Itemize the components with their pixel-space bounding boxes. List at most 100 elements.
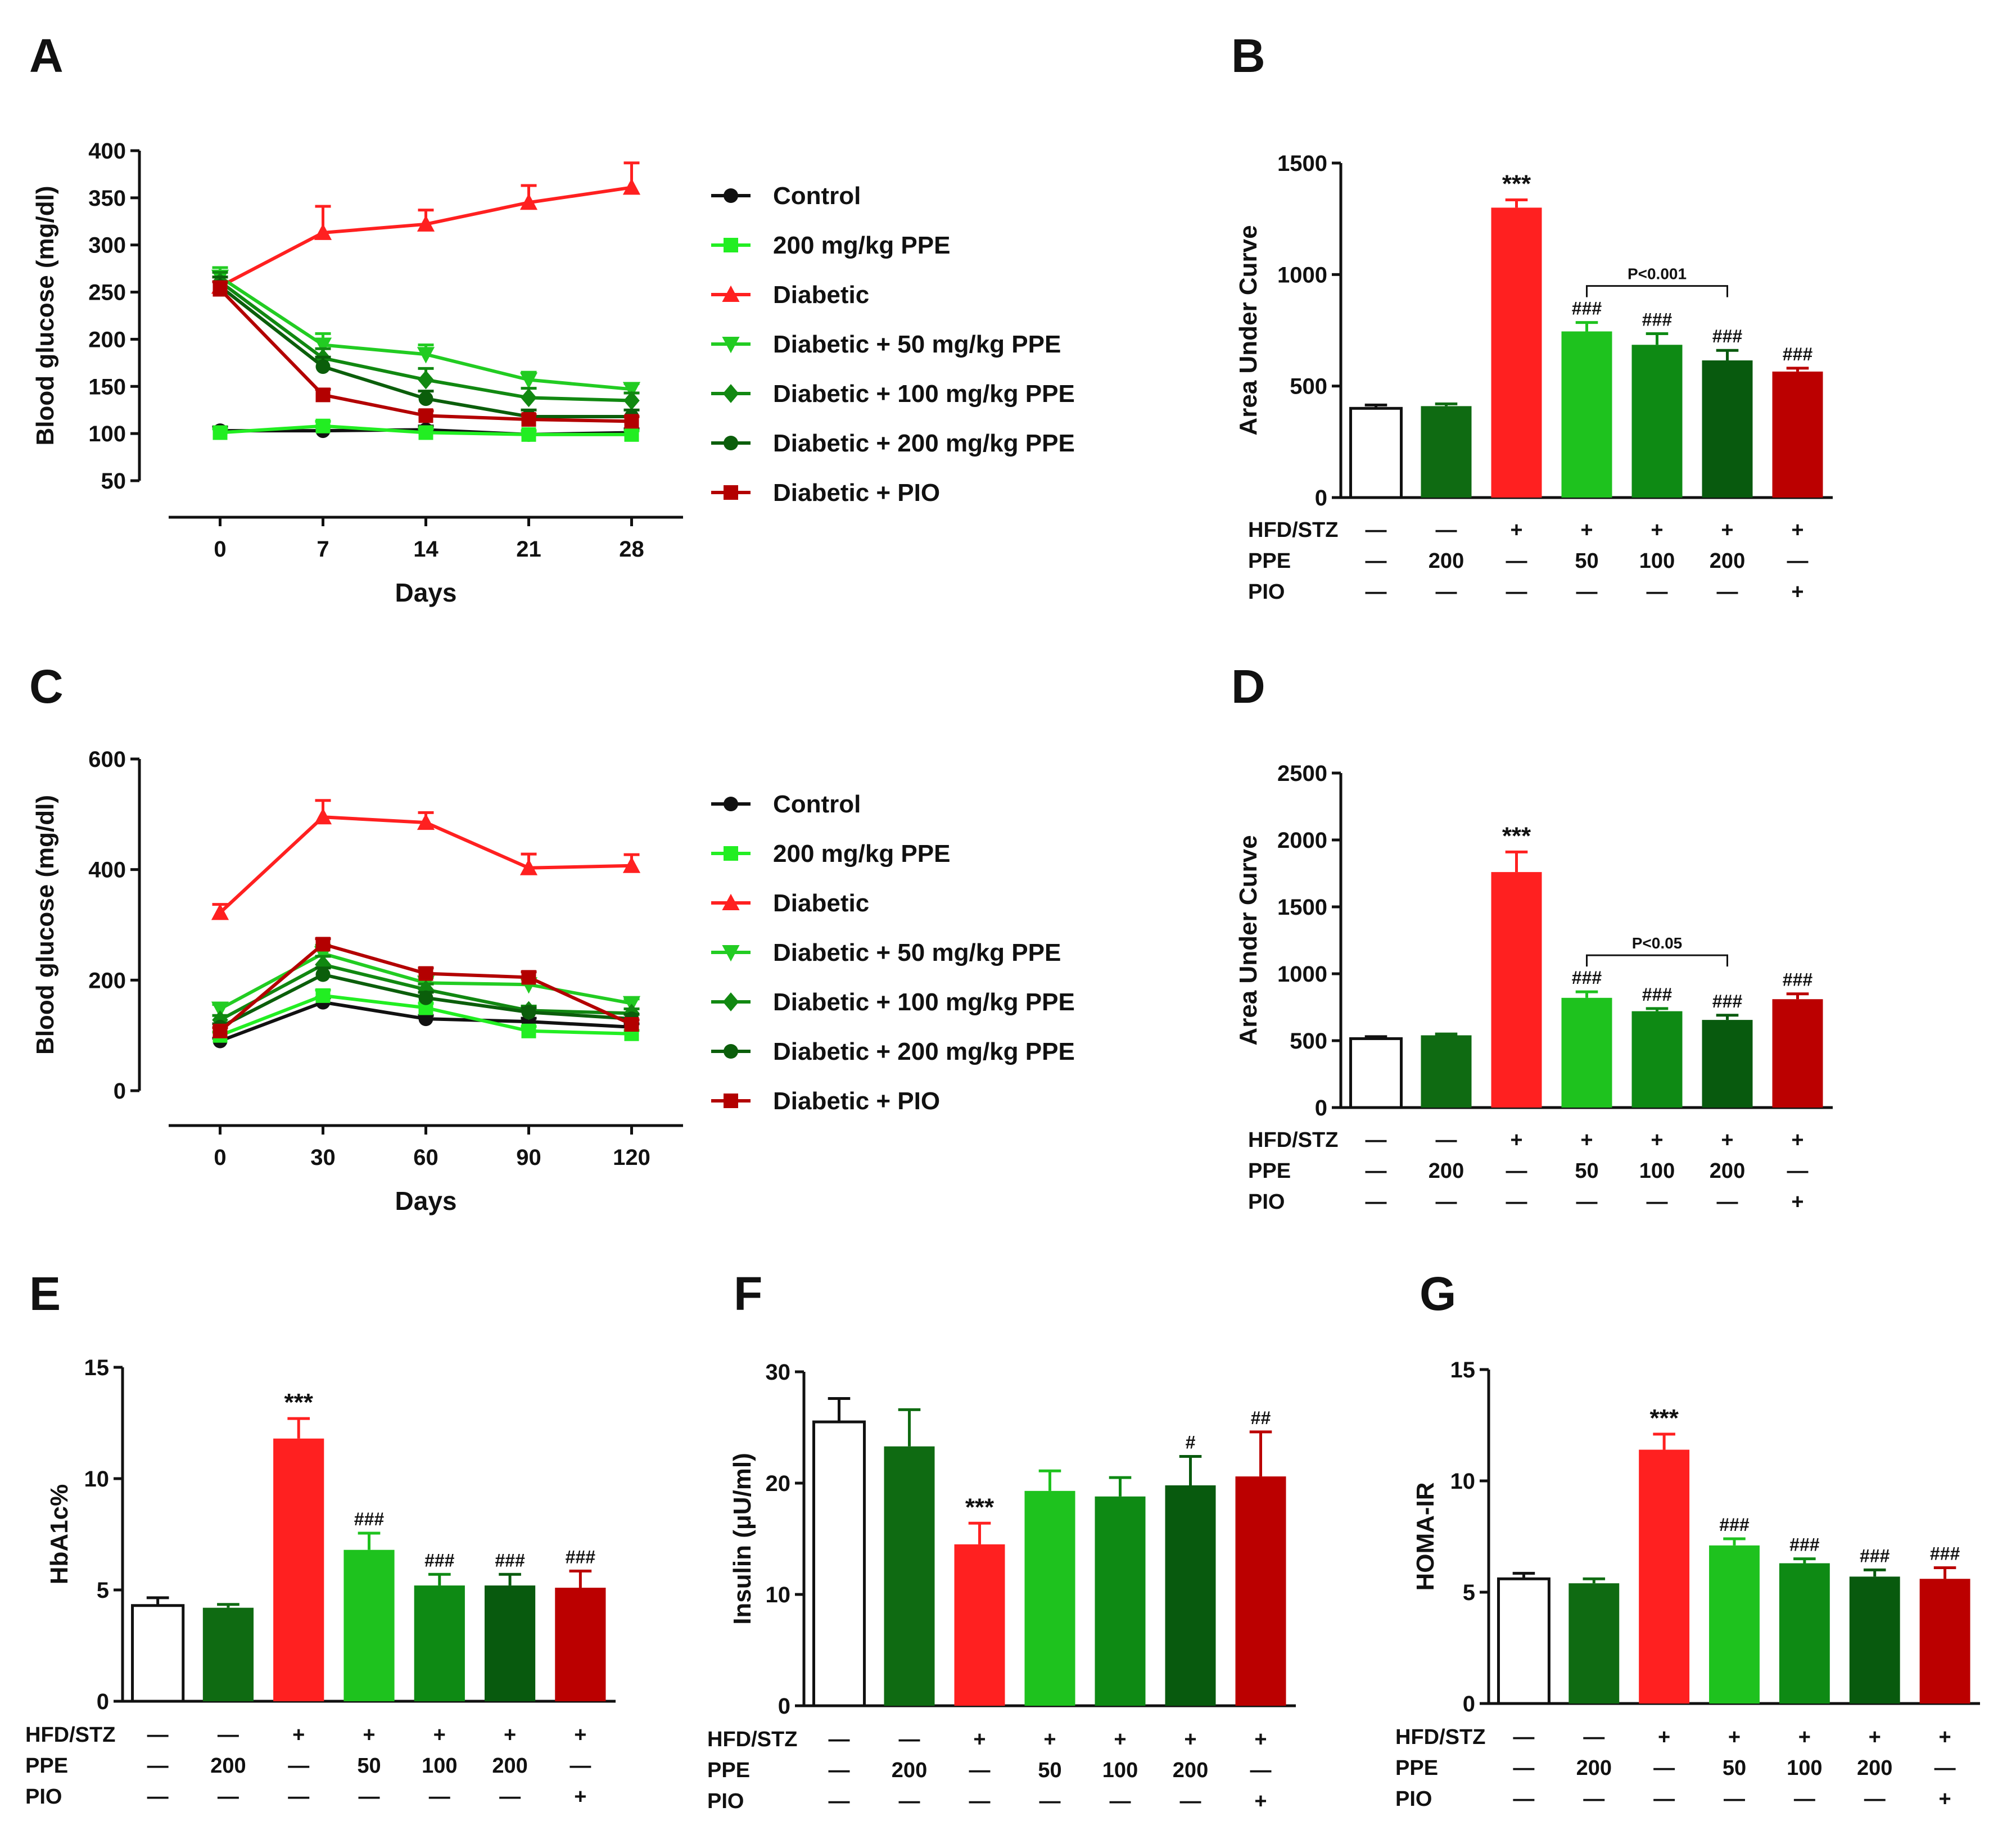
bracket-line bbox=[1586, 285, 1728, 297]
significance-label: ### bbox=[1719, 1515, 1750, 1535]
treatment-cell: + bbox=[1721, 518, 1733, 542]
data-point bbox=[624, 414, 639, 429]
treatment-cell: + bbox=[363, 1723, 375, 1747]
treatment-cell: + bbox=[292, 1723, 305, 1747]
significance-label: *** bbox=[284, 1389, 314, 1416]
treatment-cell: — bbox=[1506, 1159, 1527, 1183]
series-pio bbox=[212, 937, 640, 1038]
treatment-cell: — bbox=[499, 1785, 521, 1809]
data-point bbox=[623, 391, 640, 410]
data-point bbox=[211, 903, 229, 920]
treatment-cell: 200 bbox=[1710, 1159, 1745, 1183]
significance-label: *** bbox=[1649, 1404, 1679, 1432]
significance-label: ### bbox=[1572, 299, 1602, 319]
legend-label: Control bbox=[773, 182, 861, 210]
legend-marker bbox=[724, 797, 738, 811]
y-tick-label: 20 bbox=[766, 1471, 791, 1496]
data-point bbox=[521, 427, 536, 442]
treatment-cell: 100 bbox=[422, 1754, 457, 1778]
x-axis-label: Days bbox=[395, 1186, 457, 1216]
data-point bbox=[624, 427, 639, 442]
treatment-cell: — bbox=[1366, 518, 1387, 542]
significance-label: ### bbox=[566, 1547, 596, 1567]
treatment-cell: — bbox=[969, 1759, 991, 1782]
y-tick-label: 600 bbox=[88, 747, 126, 772]
y-tick-label: 30 bbox=[766, 1360, 791, 1385]
y-axis-label: HbA1c% bbox=[46, 1484, 73, 1585]
treatment-cell: + bbox=[433, 1723, 446, 1747]
data-point bbox=[521, 1005, 536, 1020]
treatment-cell: + bbox=[1791, 518, 1803, 542]
comparison-bracket: P<0.05 bbox=[1586, 934, 1728, 967]
treatment-cell: — bbox=[1436, 518, 1457, 542]
legend-marker bbox=[722, 992, 739, 1011]
data-point bbox=[417, 215, 435, 232]
panel-letter-g: G bbox=[1420, 1267, 1456, 1320]
treatment-cell: — bbox=[899, 1728, 920, 1751]
y-tick-label: 400 bbox=[88, 858, 126, 883]
treatment-cell: — bbox=[1506, 1190, 1527, 1214]
treatment-cell: — bbox=[1513, 1787, 1534, 1811]
treatment-cell: — bbox=[147, 1785, 169, 1809]
x-tick-label: 0 bbox=[214, 537, 226, 562]
legend-marker bbox=[724, 1044, 738, 1059]
significance-label: ### bbox=[1783, 970, 1813, 990]
treatment-cell: — bbox=[1110, 1790, 1131, 1813]
data-point bbox=[315, 387, 331, 403]
bar bbox=[1491, 872, 1542, 1108]
bar-chart-b: 0 500 1000 1500 Area Under Curve *** ### ### ###… bbox=[1235, 151, 1833, 604]
bar bbox=[1235, 1476, 1286, 1706]
treatment-cell: + bbox=[1043, 1728, 1056, 1751]
treatment-cell: 200 bbox=[1576, 1756, 1612, 1780]
treatment-cell: — bbox=[1724, 1787, 1745, 1811]
treatment-cell: — bbox=[1794, 1787, 1815, 1811]
data-point bbox=[315, 988, 331, 1003]
data-point bbox=[314, 808, 332, 825]
bar bbox=[555, 1588, 606, 1701]
bar bbox=[1421, 1035, 1472, 1108]
data-point bbox=[622, 856, 641, 873]
y-tick-label: 5 bbox=[97, 1578, 109, 1603]
treatment-cell: 100 bbox=[1639, 549, 1675, 573]
y-tick-label: 0 bbox=[114, 1079, 126, 1104]
treatment-cell: 50 bbox=[1575, 1159, 1598, 1183]
x-tick-label: 7 bbox=[317, 537, 329, 562]
treatment-cell: — bbox=[1366, 1128, 1387, 1152]
legend-marker bbox=[724, 238, 738, 252]
y-tick-label: 500 bbox=[1290, 374, 1327, 399]
data-point bbox=[418, 990, 433, 1005]
treatment-row-label: PIO bbox=[1248, 1190, 1285, 1214]
data-point bbox=[418, 966, 433, 981]
treatment-cell: — bbox=[288, 1754, 309, 1778]
y-tick-label: 1500 bbox=[1277, 151, 1327, 176]
legend: Control 200 mg/kg PPE Diabetic Diabetic + 5… bbox=[711, 182, 1075, 507]
treatment-row-label: PIO bbox=[707, 1790, 744, 1813]
bracket-p-value: P<0.001 bbox=[1628, 265, 1687, 283]
treatment-cell: 50 bbox=[1575, 549, 1598, 573]
y-tick-label: 0 bbox=[1315, 486, 1327, 510]
treatment-cell: — bbox=[147, 1723, 169, 1747]
treatment-row-label: HFD/STZ bbox=[1395, 1725, 1485, 1749]
data-point bbox=[521, 1023, 536, 1038]
data-point bbox=[213, 425, 228, 440]
treatment-cell: 50 bbox=[1038, 1759, 1061, 1782]
treatment-cell: 200 bbox=[492, 1754, 527, 1778]
data-point bbox=[521, 970, 536, 985]
treatment-cell: + bbox=[1651, 518, 1663, 542]
y-tick-label: 2000 bbox=[1277, 828, 1327, 853]
bar-chart-e: 0 5 10 15 HbA1c% *** ### ### ### ### HFD/STZ — — + + + +… bbox=[25, 1355, 616, 1809]
bar bbox=[1631, 1011, 1683, 1108]
treatment-cell: 200 bbox=[1429, 549, 1464, 573]
treatment-cell: + bbox=[1658, 1725, 1670, 1749]
legend-marker bbox=[722, 893, 740, 910]
treatment-cell: 200 bbox=[1429, 1159, 1464, 1183]
bar bbox=[954, 1544, 1005, 1706]
treatment-cell: + bbox=[1798, 1725, 1811, 1749]
series-pio bbox=[212, 280, 640, 429]
data-point bbox=[622, 178, 641, 195]
y-axis-label: HOMA-IR bbox=[1412, 1482, 1439, 1591]
bar bbox=[202, 1607, 254, 1701]
data-point bbox=[213, 1023, 228, 1038]
treatment-cell: — bbox=[1576, 580, 1598, 604]
bar bbox=[1491, 207, 1542, 498]
